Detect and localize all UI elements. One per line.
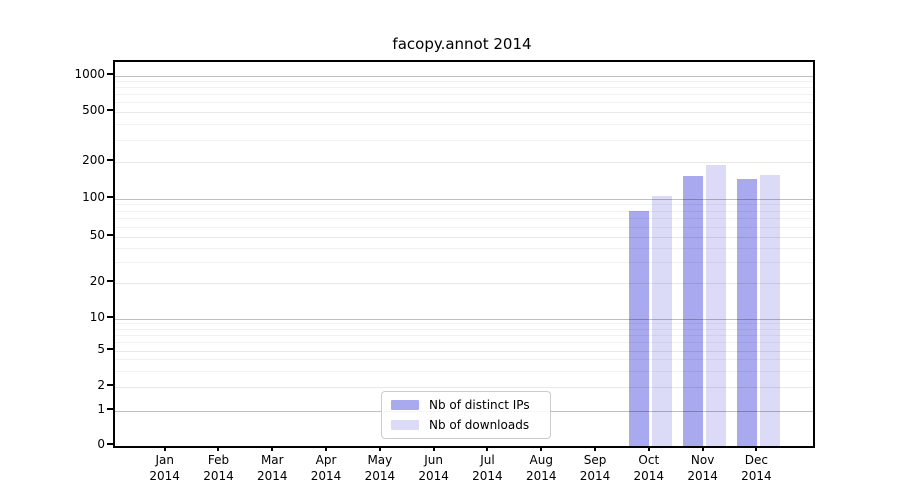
x-tick-label: Sep 2014: [579, 453, 611, 483]
chart-title: facopy.annot 2014: [392, 35, 532, 53]
y-tick-label: 0: [97, 437, 105, 451]
gridline-major: [115, 318, 813, 320]
gridline-soft: [115, 236, 813, 238]
y-tick-label: 20: [89, 273, 105, 288]
y-tick-label: 10: [89, 309, 105, 324]
x-tick-mark: [325, 446, 328, 451]
x-tick-mark: [432, 446, 435, 451]
x-tick-label: Mar 2014: [256, 453, 288, 483]
y-tick-mark: [107, 407, 113, 410]
x-tick-label: May 2014: [364, 453, 396, 483]
legend-label-downloads: Nb of downloads: [429, 418, 530, 432]
gridline-major: [115, 75, 813, 77]
y-tick-mark: [107, 72, 113, 75]
y-tick-label: 200: [82, 153, 105, 167]
y-tick-mark: [107, 195, 113, 198]
x-tick-label: Nov 2014: [687, 453, 718, 483]
gridline-soft: [115, 386, 813, 388]
gridline-minor: [115, 342, 813, 344]
x-tick-label: Feb 2014: [203, 453, 234, 483]
plot-canvas: [115, 62, 813, 446]
gridline-minor: [115, 87, 813, 89]
bar-downloads: [759, 174, 780, 446]
y-tick-mark: [107, 347, 113, 350]
gridline-soft: [115, 112, 813, 113]
bar-distinct-ips: [736, 179, 757, 446]
x-tick-mark: [701, 446, 704, 451]
bar-distinct-ips: [629, 210, 650, 446]
x-tick-label: Aug 2014: [525, 453, 557, 483]
y-tick-mark: [107, 315, 113, 318]
legend-swatch-distinct-ips: [391, 400, 419, 410]
gridline-minor: [115, 262, 813, 264]
gridline-minor: [115, 334, 813, 336]
legend-label-distinct-ips: Nb of distinct IPs: [429, 398, 530, 412]
x-tick-mark: [647, 446, 650, 451]
y-tick-mark: [107, 443, 113, 445]
gridline-minor: [115, 328, 813, 330]
y-tick-mark: [107, 383, 113, 386]
x-tick-mark: [486, 446, 489, 451]
x-tick-label: Oct 2014: [633, 453, 665, 483]
gridline-minor: [115, 359, 813, 361]
gridline-minor: [115, 323, 813, 325]
gridline-minor: [115, 247, 813, 249]
x-tick-mark: [163, 446, 166, 451]
gridline-major: [115, 198, 813, 200]
y-tick-label: 1000: [74, 66, 105, 81]
gridline-soft: [115, 350, 813, 352]
y-tick-mark: [107, 279, 113, 282]
y-tick-label: 5: [97, 341, 105, 356]
bar-distinct-ips: [683, 176, 704, 446]
x-tick-mark: [755, 446, 758, 451]
y-tick-mark: [107, 109, 113, 111]
y-tick-label: 100: [82, 189, 105, 204]
x-tick-mark: [540, 446, 543, 451]
x-tick-label: Dec 2014: [741, 453, 772, 483]
x-tick-label: Jan 2014: [149, 453, 180, 483]
gridline-minor: [115, 370, 813, 372]
x-tick-label: Jul 2014: [472, 453, 503, 483]
gridline-minor: [115, 226, 813, 228]
legend: Nb of distinct IPs Nb of downloads: [381, 391, 551, 439]
x-tick-label: Apr 2014: [310, 453, 342, 483]
y-tick-label: 50: [89, 227, 105, 242]
bar-downloads: [652, 195, 673, 446]
y-tick-label: 500: [82, 103, 105, 117]
y-tick-mark: [107, 159, 113, 161]
x-tick-mark: [271, 446, 274, 451]
y-tick-label: 1: [97, 401, 105, 416]
legend-swatch-downloads: [391, 420, 419, 430]
y-tick-mark: [107, 233, 113, 236]
gridline-minor: [115, 124, 813, 126]
gridline-minor: [115, 102, 813, 104]
x-tick-mark: [378, 446, 381, 451]
y-tick-label: 2: [97, 377, 105, 392]
gridline-minor: [115, 204, 813, 206]
gridline-minor: [115, 218, 813, 220]
plot-area: Nb of distinct IPs Nb of downloads: [113, 60, 815, 448]
gridline-soft: [115, 162, 813, 163]
x-tick-mark: [594, 446, 597, 451]
bar-downloads: [706, 165, 727, 446]
gridline-minor: [115, 210, 813, 212]
legend-item-downloads: Nb of downloads: [391, 418, 541, 432]
legend-item-distinct-ips: Nb of distinct IPs: [391, 398, 541, 412]
gridline-soft: [115, 282, 813, 284]
gridline-minor: [115, 94, 813, 96]
x-tick-mark: [217, 446, 220, 451]
gridline-minor: [115, 81, 813, 83]
x-tick-label: Jun 2014: [418, 453, 449, 483]
gridline-minor: [115, 139, 813, 141]
